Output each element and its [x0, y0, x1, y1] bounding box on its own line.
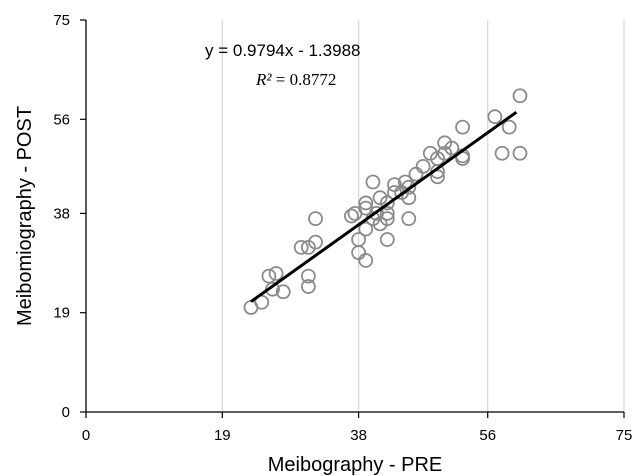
y-tick-label-75: 75: [53, 12, 70, 29]
data-point: [293, 239, 309, 255]
r-squared-label: R²: [255, 70, 272, 89]
data-point: [308, 211, 323, 227]
data-point: [365, 174, 381, 190]
data-point: [268, 266, 284, 281]
data-point: [494, 145, 510, 161]
data-point: [261, 268, 277, 284]
x-tick-label-0: 0: [82, 427, 90, 444]
data-point: [455, 119, 471, 135]
data-point: [379, 195, 395, 211]
data-point: [401, 179, 417, 195]
data-point: [444, 140, 460, 156]
y-tick-label-0: 0: [62, 404, 70, 421]
gridlines: [221, 20, 625, 412]
r-squared-value: = 0.8772: [276, 70, 337, 89]
r-squared-annotation: R² = 0.8772: [255, 70, 336, 89]
data-point: [358, 221, 374, 237]
data-point: [308, 234, 323, 250]
data-point: [401, 211, 417, 227]
trendline-equation: y = 0.9794x - 1.3988: [205, 41, 360, 60]
data-point: [501, 119, 517, 135]
x-axis-title: Meibography - PRE: [268, 454, 443, 476]
data-point: [401, 190, 417, 206]
data-point: [408, 166, 424, 182]
data-point: [254, 294, 270, 310]
y-tick-label-56: 56: [53, 111, 70, 128]
x-tick-label-75: 75: [616, 427, 633, 444]
x-tick-label-38: 38: [350, 427, 367, 444]
trendline: [250, 110, 518, 303]
data-point: [275, 284, 291, 300]
axis-ticks: 0 19 38 56 75 0 19 38 56 75: [53, 12, 632, 444]
data-point: [358, 253, 374, 268]
data-point: [512, 88, 528, 104]
data-point: [300, 268, 316, 284]
y-axis-title: Meibomiography - POST: [14, 106, 36, 326]
data-point: [344, 208, 359, 224]
y-tick-label-19: 19: [53, 305, 70, 322]
data-point: [379, 211, 395, 227]
data-point: [358, 195, 374, 211]
data-points: [243, 88, 528, 315]
y-tick-label-38: 38: [53, 205, 70, 222]
x-tick-label-56: 56: [479, 427, 496, 444]
x-tick-label-19: 19: [214, 427, 231, 444]
data-point: [415, 158, 431, 174]
data-point: [487, 109, 503, 125]
data-point: [379, 205, 395, 221]
data-point: [512, 145, 528, 161]
data-point: [379, 232, 395, 247]
data-point: [300, 279, 316, 294]
